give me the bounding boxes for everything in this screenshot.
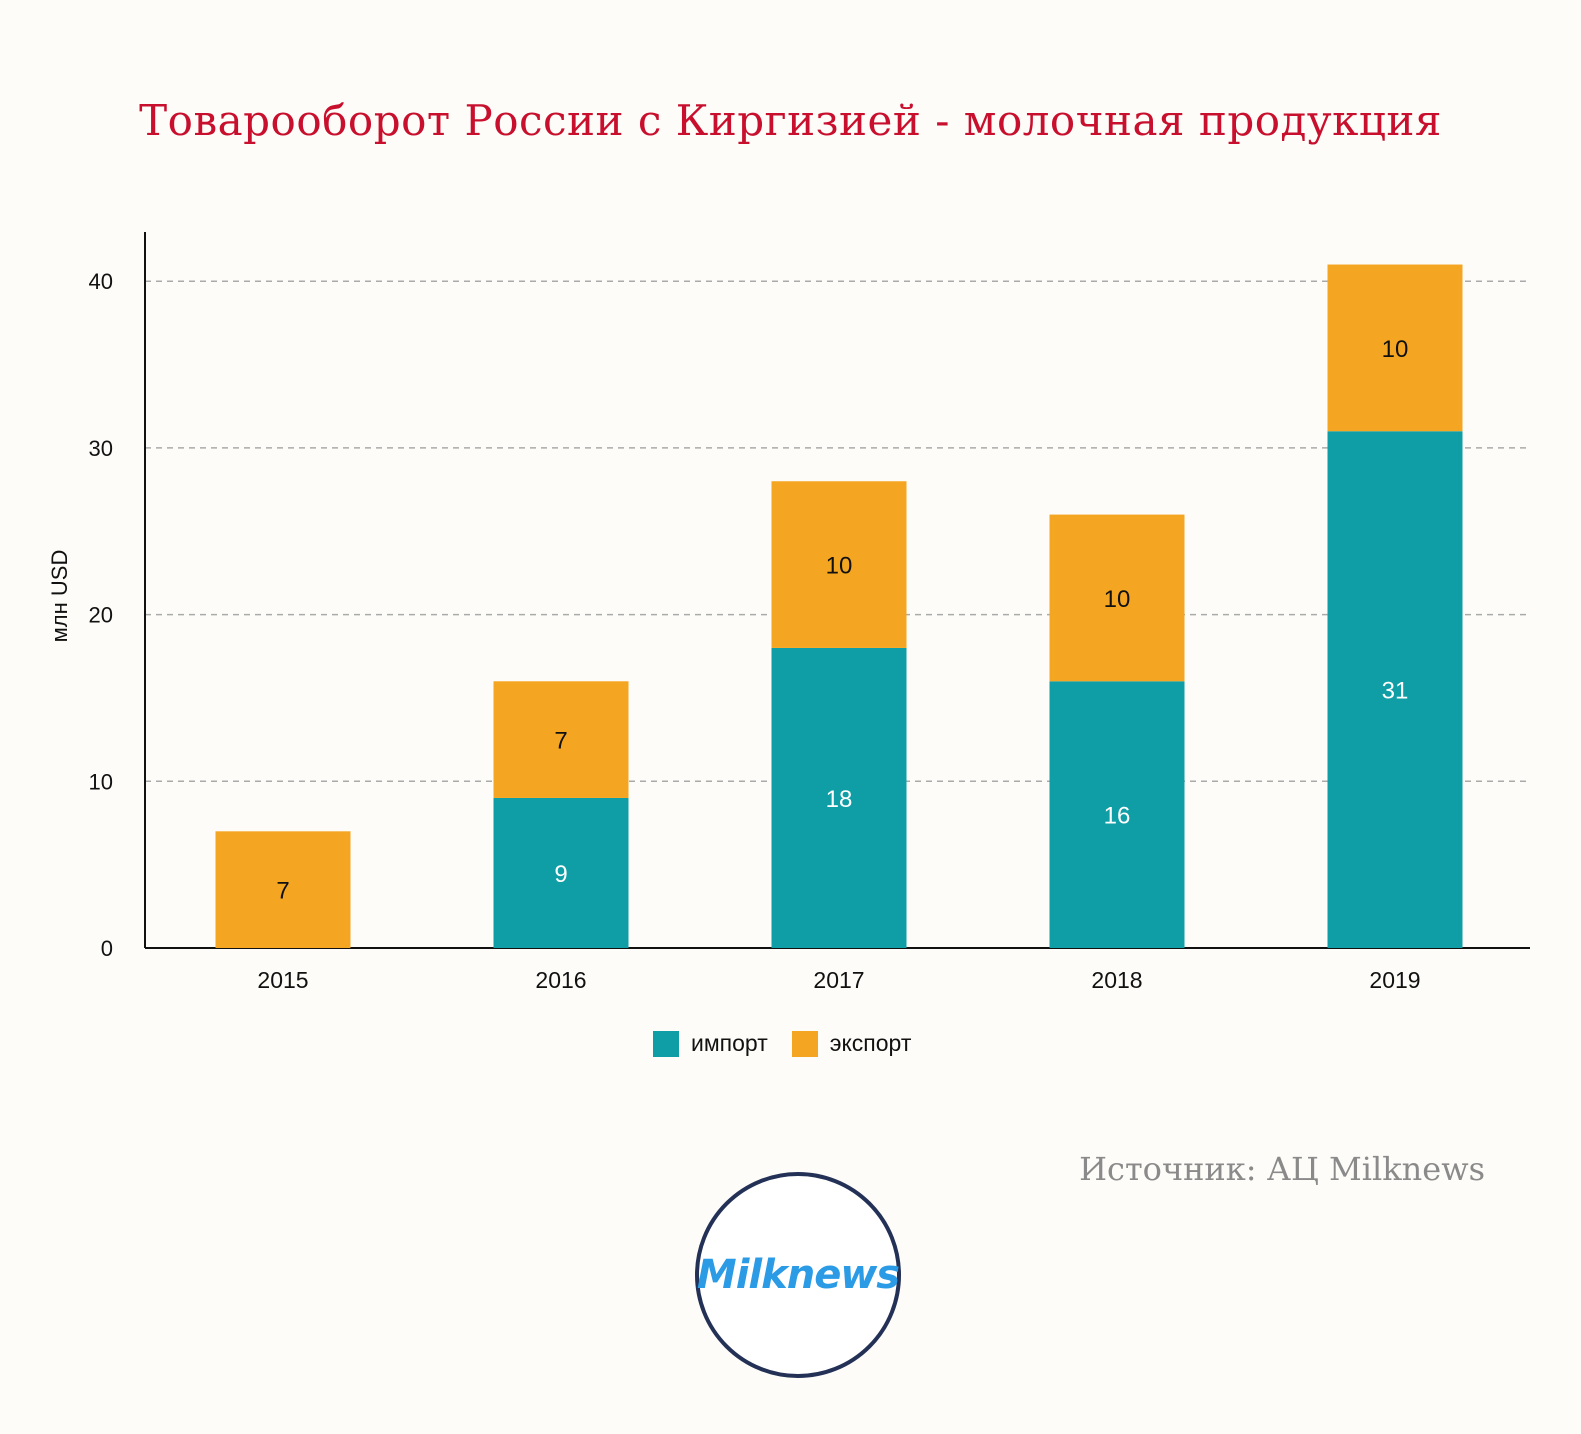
legend-label-export: экспорт	[829, 1030, 912, 1056]
source-caption: Источник: АЦ Milknews	[1079, 1150, 1485, 1188]
bar-export	[771, 481, 907, 648]
y-tick-label: 10	[89, 769, 113, 794]
legend-swatch-import	[653, 1030, 679, 1057]
logo-text: Milknews	[696, 1252, 900, 1298]
legend-swatch-export	[791, 1030, 818, 1057]
chart-title: Товарооборот России с Киргизией - молочн…	[139, 96, 1442, 145]
legend-item-import: импорт	[653, 1030, 768, 1057]
data-label: 31	[1382, 678, 1409, 705]
legend-label-import: импорт	[691, 1030, 768, 1056]
bar-import	[1327, 431, 1463, 949]
milknews-logo: Milknews	[695, 1172, 901, 1378]
x-tick-label: 2019	[1369, 967, 1420, 993]
bar-import	[771, 647, 907, 948]
data-label: 10	[1382, 336, 1409, 363]
y-tick-label: 30	[89, 436, 113, 461]
x-tick-label: 2018	[1091, 967, 1142, 993]
legend: импорт экспорт	[653, 1030, 935, 1057]
bar-export	[493, 681, 629, 798]
bar-import	[493, 797, 629, 948]
x-tick-label: 2017	[813, 967, 864, 993]
bar-export	[215, 831, 351, 948]
bar-import	[1049, 681, 1185, 948]
legend-item-export: экспорт	[791, 1030, 912, 1057]
y-tick-label: 40	[89, 269, 113, 294]
data-label: 16	[1104, 803, 1131, 830]
y-tick-label: 0	[101, 936, 113, 961]
data-label: 10	[826, 553, 853, 580]
data-label: 18	[826, 786, 853, 813]
data-label: 10	[1104, 586, 1131, 613]
data-label: 7	[276, 878, 289, 905]
x-tick-label: 2016	[535, 967, 586, 993]
bar-export	[1049, 514, 1185, 682]
data-label: 7	[554, 728, 567, 755]
y-axis-label: млн USD	[47, 549, 72, 643]
y-tick-label: 20	[89, 603, 113, 628]
bar-export	[1327, 264, 1463, 432]
x-tick-label: 2015	[257, 967, 308, 993]
data-label: 9	[554, 861, 567, 888]
